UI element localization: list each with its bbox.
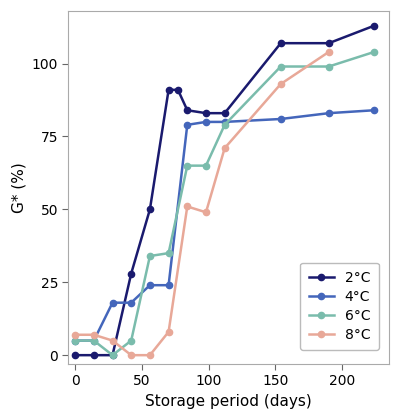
8°C [166, 329, 171, 334]
2°C [73, 353, 78, 358]
8°C [278, 81, 283, 87]
Y-axis label: G* (%): G* (%) [11, 162, 26, 213]
4°C [148, 283, 152, 288]
6°C [129, 338, 134, 343]
2°C [166, 87, 171, 92]
4°C [278, 116, 283, 121]
X-axis label: Storage period (days): Storage period (days) [145, 394, 312, 409]
4°C [73, 338, 78, 343]
4°C [110, 300, 115, 305]
2°C [204, 110, 208, 116]
6°C [73, 338, 78, 343]
4°C [222, 119, 227, 124]
8°C [129, 353, 134, 358]
6°C [166, 251, 171, 256]
Line: 4°C: 4°C [72, 107, 377, 344]
6°C [278, 64, 283, 69]
2°C [176, 87, 180, 92]
8°C [326, 50, 331, 55]
8°C [73, 332, 78, 337]
6°C [92, 338, 96, 343]
8°C [185, 204, 190, 209]
6°C [326, 64, 331, 69]
8°C [110, 338, 115, 343]
2°C [92, 353, 96, 358]
2°C [148, 207, 152, 212]
4°C [185, 122, 190, 127]
Line: 2°C: 2°C [72, 23, 377, 358]
4°C [166, 283, 171, 288]
6°C [110, 353, 115, 358]
2°C [129, 271, 134, 276]
6°C [222, 122, 227, 127]
2°C [326, 41, 331, 46]
2°C [372, 23, 377, 28]
Legend: 2°C, 4°C, 6°C, 8°C: 2°C, 4°C, 6°C, 8°C [300, 262, 379, 350]
2°C [185, 108, 190, 113]
4°C [92, 338, 96, 343]
4°C [372, 108, 377, 113]
4°C [129, 300, 134, 305]
6°C [185, 163, 190, 168]
2°C [278, 41, 283, 46]
2°C [222, 110, 227, 116]
Line: 6°C: 6°C [72, 49, 377, 358]
4°C [204, 119, 208, 124]
4°C [326, 110, 331, 116]
6°C [372, 50, 377, 55]
2°C [110, 353, 115, 358]
8°C [148, 353, 152, 358]
8°C [222, 146, 227, 151]
Line: 8°C: 8°C [72, 49, 332, 358]
8°C [204, 210, 208, 215]
6°C [204, 163, 208, 168]
6°C [148, 254, 152, 259]
8°C [92, 332, 96, 337]
